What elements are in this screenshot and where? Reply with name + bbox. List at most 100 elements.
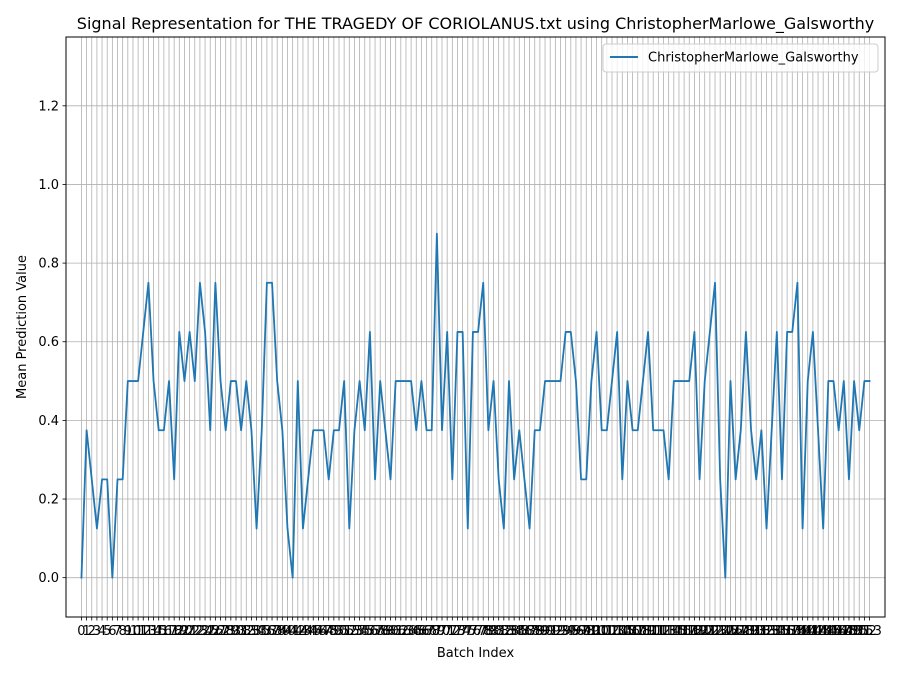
- x-tick-label: 1: [82, 624, 90, 639]
- x-tick-label: 90: [537, 624, 554, 639]
- x-tick-label: 9: [124, 624, 132, 639]
- x-tick-label: 45: [305, 624, 322, 639]
- x-tick-label: 114: [656, 624, 681, 639]
- x-tick-label: 46: [310, 624, 327, 639]
- x-tick-label: 5: [103, 624, 111, 639]
- x-tick-label: 28: [217, 624, 234, 639]
- x-tick-label: 83: [501, 624, 518, 639]
- plot-frame: [65, 36, 886, 618]
- x-tick-label: 112: [646, 624, 671, 639]
- x-tick-label: 109: [630, 624, 655, 639]
- x-tick-label: 85: [511, 624, 528, 639]
- x-tick-label: 89: [532, 624, 549, 639]
- y-tick-label: 0.6: [38, 335, 59, 350]
- x-tick-label: 87: [521, 624, 538, 639]
- x-tick-label: 101: [589, 624, 614, 639]
- x-tick-label: 151: [847, 624, 872, 639]
- x-tick-label: 43: [295, 624, 312, 639]
- x-tick-label: 116: [667, 624, 692, 639]
- x-tick-label: 69: [429, 624, 446, 639]
- x-tick-label: 142: [800, 624, 825, 639]
- x-tick-label: 143: [806, 624, 831, 639]
- y-tick-label: 0.2: [38, 493, 59, 508]
- x-tick-label: 99: [583, 624, 600, 639]
- x-tick-label: 124: [708, 624, 733, 639]
- x-tick-label: 13: [140, 624, 157, 639]
- x-tick-label: 25: [202, 624, 219, 639]
- x-tick-label: 113: [651, 624, 676, 639]
- x-tick-label: 14: [145, 624, 162, 639]
- x-tick-label: 38: [269, 624, 286, 639]
- x-tick-label: 98: [578, 624, 595, 639]
- x-tick-label: 146: [821, 624, 846, 639]
- x-tick-label: 15: [150, 624, 167, 639]
- x-tick-label: 49: [326, 624, 343, 639]
- x-tick-label: 125: [713, 624, 738, 639]
- x-tick-label: 66: [413, 624, 430, 639]
- x-tick-label: 100: [584, 624, 609, 639]
- x-tick-label: 140: [790, 624, 815, 639]
- x-tick-label: 51: [336, 624, 353, 639]
- legend-box: [602, 43, 879, 73]
- x-tick-label: 111: [641, 624, 666, 639]
- x-tick-label: 33: [243, 624, 260, 639]
- x-tick-label: 131: [744, 624, 769, 639]
- x-tick-label: 64: [403, 624, 420, 639]
- x-tick-label: 19: [171, 624, 188, 639]
- x-tick-label: 141: [795, 624, 820, 639]
- x-tick-label: 37: [264, 624, 281, 639]
- x-tick-label: 58: [372, 624, 389, 639]
- x-tick-label: 26: [207, 624, 224, 639]
- x-axis-ticks: 0123456789101112131415161718192021222324…: [77, 617, 882, 639]
- x-tick-label: 16: [156, 624, 173, 639]
- x-tick-label: 35: [253, 624, 270, 639]
- y-tick-label: 0.0: [38, 571, 59, 586]
- x-tick-label: 84: [506, 624, 523, 639]
- x-tick-label: 3: [93, 624, 101, 639]
- x-tick-label: 0: [77, 624, 85, 639]
- x-tick-label: 118: [677, 624, 702, 639]
- x-tick-label: 91: [542, 624, 559, 639]
- x-tick-label: 78: [475, 624, 492, 639]
- x-tick-label: 115: [661, 624, 686, 639]
- x-tick-label: 117: [672, 624, 697, 639]
- x-tick-label: 57: [367, 624, 384, 639]
- x-tick-label: 59: [377, 624, 394, 639]
- x-tick-label: 133: [754, 624, 779, 639]
- x-tick-label: 80: [485, 624, 502, 639]
- x-tick-label: 74: [454, 624, 471, 639]
- chart-title: Signal Representation for THE TRAGEDY OF…: [77, 14, 874, 34]
- x-tick-label: 97: [573, 624, 590, 639]
- x-tick-label: 70: [434, 624, 451, 639]
- x-tick-label: 65: [408, 624, 425, 639]
- x-tick-label: 119: [682, 624, 707, 639]
- x-tick-label: 29: [223, 624, 240, 639]
- x-tick-label: 122: [697, 624, 722, 639]
- x-tick-label: 73: [449, 624, 466, 639]
- x-tick-label: 42: [290, 624, 307, 639]
- x-tick-label: 152: [852, 624, 877, 639]
- x-tick-label: 135: [764, 624, 789, 639]
- y-gridlines: [66, 105, 885, 579]
- x-tick-label: 82: [496, 624, 513, 639]
- x-tick-label: 150: [842, 624, 867, 639]
- x-tick-label: 24: [197, 624, 214, 639]
- x-tick-label: 60: [382, 624, 399, 639]
- y-axis-label: Mean Prediction Value: [15, 255, 30, 399]
- x-tick-label: 104: [605, 624, 630, 639]
- x-tick-label: 68: [423, 624, 440, 639]
- x-tick-label: 44: [300, 624, 317, 639]
- x-tick-label: 39: [274, 624, 291, 639]
- x-tick-label: 127: [723, 624, 748, 639]
- x-tick-label: 34: [248, 624, 265, 639]
- x-tick-label: 67: [418, 624, 435, 639]
- x-tick-label: 21: [181, 624, 198, 639]
- y-tick-label: 0.8: [38, 257, 59, 272]
- x-tick-label: 6: [108, 624, 116, 639]
- x-tick-label: 96: [568, 624, 585, 639]
- y-axis-ticks: 0.0 0.2 0.4 0.6 0.8 1.0 1.2: [38, 99, 66, 586]
- x-tick-label: 63: [398, 624, 415, 639]
- x-tick-label: 153: [857, 624, 882, 639]
- y-tick-label: 1.2: [38, 99, 59, 114]
- series-line-0: [80, 232, 871, 579]
